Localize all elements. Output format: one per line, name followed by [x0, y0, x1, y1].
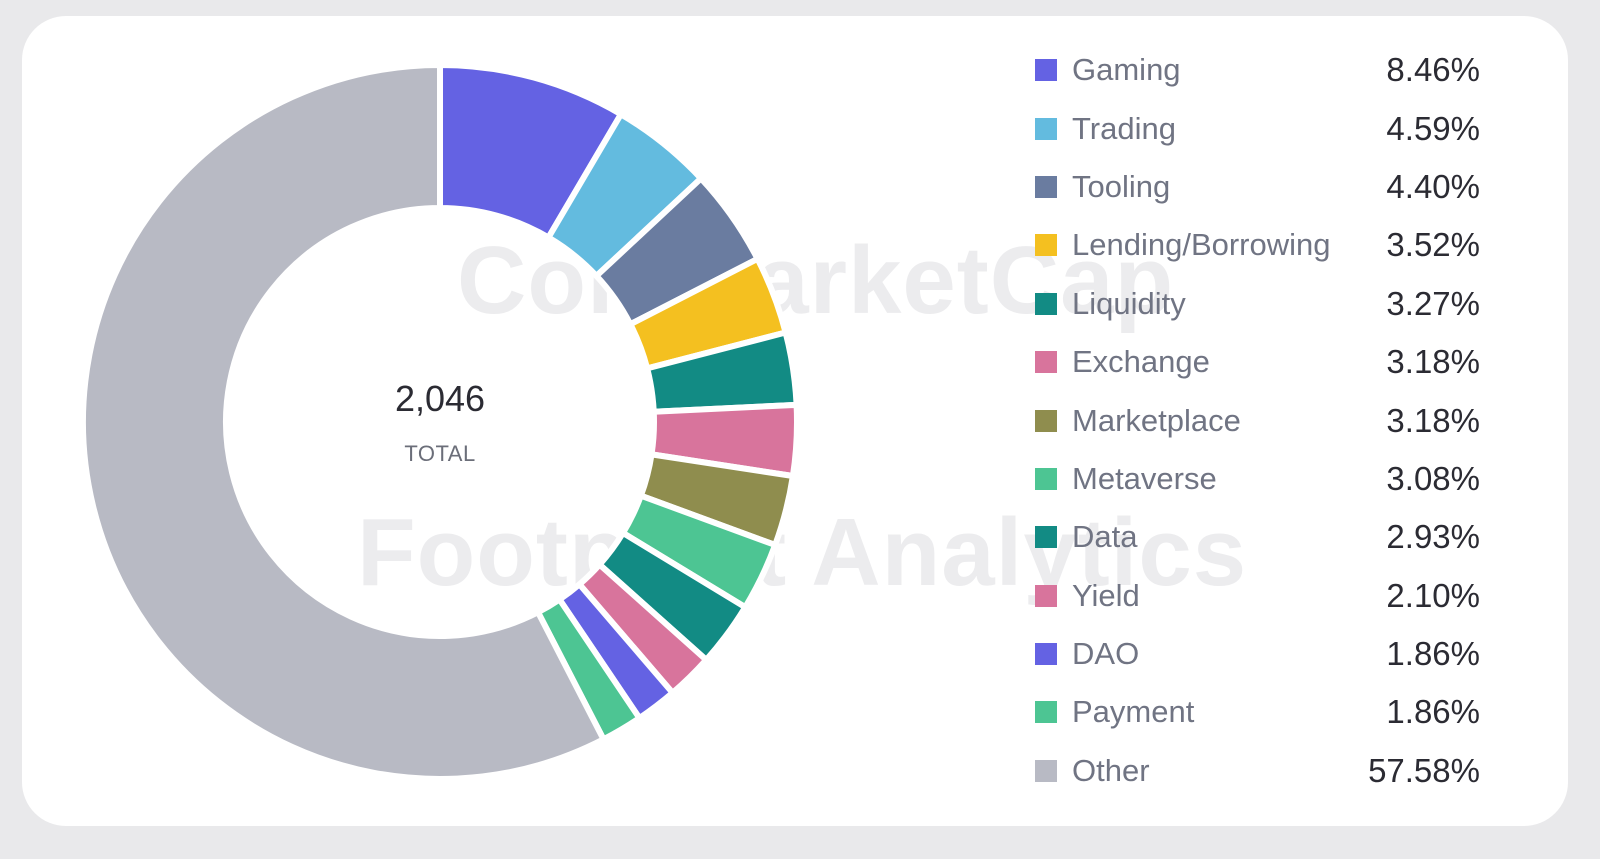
legend-item-metaverse[interactable]: Metaverse 3.08%	[1035, 450, 1480, 508]
legend-swatch	[1035, 117, 1057, 140]
legend-item-gaming[interactable]: Gaming 8.46%	[1035, 41, 1480, 99]
legend-swatch	[1035, 175, 1057, 198]
legend-item-yield[interactable]: Yield 2.10%	[1035, 567, 1480, 625]
legend-value: 2.10%	[1386, 576, 1480, 614]
legend-swatch	[1035, 701, 1057, 724]
legend-swatch	[1035, 759, 1057, 782]
legend-value: 3.18%	[1386, 401, 1480, 439]
legend-item-other[interactable]: Other 57.58%	[1035, 742, 1480, 800]
legend-value: 4.59%	[1386, 109, 1480, 147]
legend-value: 1.86%	[1386, 635, 1480, 673]
legend-value: 3.52%	[1386, 226, 1480, 264]
legend-item-liquidity[interactable]: Liquidity 3.27%	[1035, 275, 1480, 333]
legend-label: Liquidity	[1072, 285, 1186, 321]
chart-legend: Gaming 8.46% Trading 4.59% Tooling 4.40% Lendi…	[1035, 41, 1480, 800]
legend-swatch	[1035, 584, 1057, 607]
legend-label: Data	[1072, 519, 1138, 555]
legend-label: Yield	[1072, 577, 1140, 613]
legend-swatch	[1035, 467, 1057, 490]
legend-label: Other	[1072, 752, 1150, 788]
legend-label: Marketplace	[1072, 402, 1241, 438]
total-count: 2,046	[394, 378, 486, 419]
legend-item-trading[interactable]: Trading 4.59%	[1035, 99, 1480, 157]
legend-item-lending-borrowing[interactable]: Lending/Borrowing 3.52%	[1035, 216, 1480, 274]
legend-swatch	[1035, 234, 1057, 257]
legend-item-data[interactable]: Data 2.93%	[1035, 508, 1480, 566]
legend-label: Lending/Borrowing	[1072, 227, 1331, 263]
legend-label: Gaming	[1072, 52, 1181, 88]
legend-label: DAO	[1072, 636, 1140, 672]
legend-value: 1.86%	[1386, 693, 1480, 731]
legend-label: Payment	[1072, 694, 1195, 730]
legend-swatch	[1035, 351, 1057, 374]
legend-value: 4.40%	[1386, 167, 1480, 205]
legend-value: 8.46%	[1386, 51, 1480, 89]
legend-item-payment[interactable]: Payment 1.86%	[1035, 683, 1480, 741]
legend-item-marketplace[interactable]: Marketplace 3.18%	[1035, 391, 1480, 449]
legend-label: Tooling	[1072, 168, 1171, 204]
legend-label: Metaverse	[1072, 460, 1217, 496]
legend-value: 3.27%	[1386, 284, 1480, 322]
legend-value: 57.58%	[1368, 751, 1480, 789]
total-label: TOTAL	[404, 441, 476, 466]
legend-label: Exchange	[1072, 344, 1210, 380]
legend-swatch	[1035, 643, 1057, 666]
legend-value: 2.93%	[1386, 518, 1480, 556]
slice-other[interactable]	[80, 62, 607, 782]
legend-value: 3.08%	[1386, 459, 1480, 497]
legend-label: Trading	[1072, 110, 1176, 146]
legend-item-tooling[interactable]: Tooling 4.40%	[1035, 158, 1480, 216]
legend-swatch	[1035, 409, 1057, 432]
legend-item-exchange[interactable]: Exchange 3.18%	[1035, 333, 1480, 391]
legend-value: 3.18%	[1386, 343, 1480, 381]
legend-item-dao[interactable]: DAO 1.86%	[1035, 625, 1480, 683]
legend-swatch	[1035, 526, 1057, 549]
legend-swatch	[1035, 292, 1057, 315]
legend-swatch	[1035, 59, 1057, 82]
